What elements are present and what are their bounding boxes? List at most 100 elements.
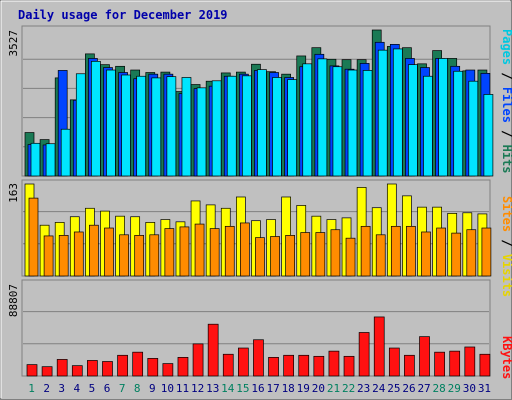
day-label-29: 29	[448, 382, 461, 395]
day-label-20: 20	[312, 382, 325, 395]
traffic-bar-pages-day-31	[483, 94, 494, 177]
volume-bar-kbytes-day-12	[192, 343, 204, 377]
volume-panel: 88807 KBytes	[7, 279, 512, 379]
traffic-bar-pages-day-18	[287, 79, 297, 177]
traffic-bar-pages-day-24	[377, 49, 388, 177]
visitors-bar-sites-day-18	[285, 235, 295, 277]
volume-bar-kbytes-day-23	[358, 332, 370, 377]
traffic-bar-pages-day-23	[362, 70, 373, 177]
visitors-bar-sites-day-19	[300, 232, 311, 277]
traffic-bar-pages-day-16	[257, 69, 267, 177]
volume-max-label: 88807	[7, 284, 20, 317]
day-label-1: 1	[28, 382, 35, 395]
visitors-bar-sites-day-27	[421, 231, 431, 277]
volume-bar-kbytes-day-10	[162, 363, 174, 377]
side-label-visits: Visits	[500, 254, 512, 297]
day-label-2: 2	[43, 382, 50, 395]
volume-bar-kbytes-day-8	[132, 351, 144, 377]
volume-bar-kbytes-day-14	[222, 353, 234, 377]
traffic-bar-pages-day-26	[408, 64, 418, 177]
traffic-bar-pages-day-22	[347, 69, 358, 177]
visitors-bar-sites-day-25	[390, 225, 401, 277]
volume-bars	[26, 316, 491, 377]
chart-title: Daily usage for December 2019	[18, 8, 228, 22]
day-label-14: 14	[221, 382, 235, 395]
traffic-bar-pages-day-8	[136, 75, 147, 177]
day-label-3: 3	[58, 382, 65, 395]
volume-bar-kbytes-day-27	[419, 336, 430, 377]
day-label-21: 21	[327, 382, 340, 395]
volume-bar-kbytes-day-24	[373, 316, 385, 377]
traffic-bar-pages-day-20	[317, 58, 328, 177]
volume-bar-kbytes-day-16	[253, 339, 264, 377]
volume-bar-kbytes-day-6	[102, 361, 113, 377]
day-label-24: 24	[372, 382, 386, 395]
traffic-bars	[24, 29, 494, 177]
visitors-bar-sites-day-30	[466, 229, 477, 277]
day-label-13: 13	[206, 382, 219, 395]
traffic-bar-pages-day-7	[121, 74, 131, 177]
traffic-bar-pages-day-14	[226, 75, 237, 177]
volume-bar-kbytes-day-7	[117, 354, 128, 377]
traffic-bar-pages-day-29	[453, 70, 464, 177]
day-label-30: 30	[463, 382, 476, 395]
visitors-bar-sites-day-4	[73, 231, 84, 277]
day-label-10: 10	[161, 382, 174, 395]
visitors-bar-sites-day-6	[104, 227, 114, 277]
traffic-bar-pages-day-12	[196, 87, 207, 177]
day-label-8: 8	[134, 382, 141, 395]
day-label-6: 6	[104, 382, 111, 395]
traffic-bar-pages-day-10	[166, 76, 177, 177]
volume-bar-kbytes-day-29	[449, 350, 461, 377]
volume-bar-kbytes-day-19	[298, 354, 310, 377]
traffic-side-label: Pages / Files / Hits	[500, 29, 512, 174]
side-label-hits: Hits	[500, 145, 512, 174]
volume-bar-kbytes-day-9	[147, 358, 159, 377]
volume-bar-kbytes-day-4	[71, 365, 83, 377]
day-label-27: 27	[417, 382, 430, 395]
volume-bar-kbytes-day-17	[268, 357, 279, 377]
visitors-bar-sites-day-31	[481, 227, 492, 277]
day-label-9: 9	[149, 382, 156, 395]
visitors-bar-sites-day-3	[58, 235, 69, 277]
visitors-bar-sites-day-10	[164, 228, 175, 277]
traffic-bar-pages-day-17	[272, 77, 282, 177]
visitors-bar-sites-day-8	[134, 235, 145, 277]
volume-bar-kbytes-day-21	[328, 350, 340, 377]
volume-bar-kbytes-day-5	[87, 360, 98, 377]
visitors-side-label: Sites / Visits	[500, 196, 512, 297]
visitors-bar-sites-day-17	[270, 236, 280, 277]
day-label-19: 19	[297, 382, 310, 395]
volume-bar-kbytes-day-3	[56, 359, 68, 377]
visitors-bar-sites-day-24	[375, 234, 386, 277]
visitors-bar-sites-day-16	[255, 237, 265, 277]
visitors-bar-sites-day-21	[330, 229, 341, 277]
day-label-26: 26	[402, 382, 415, 395]
day-label-5: 5	[89, 382, 96, 395]
visitors-bar-sites-day-22	[345, 237, 356, 277]
visitors-bar-sites-day-11	[179, 226, 190, 277]
volume-bar-kbytes-day-1	[26, 364, 38, 377]
day-label-28: 28	[433, 382, 446, 395]
visitors-bar-sites-day-9	[149, 234, 160, 277]
traffic-bar-pages-day-1	[30, 142, 41, 177]
visitors-bar-sites-day-7	[119, 234, 129, 277]
visitors-side-label-text: Sites / Visits	[500, 196, 512, 297]
side-label-files: Files	[500, 87, 512, 123]
traffic-bar-pages-day-28	[438, 58, 448, 177]
traffic-bar-pages-day-13	[211, 80, 222, 177]
volume-bar-kbytes-day-25	[388, 347, 400, 377]
volume-bar-kbytes-day-30	[464, 346, 476, 377]
visitors-max-label: 163	[7, 183, 20, 203]
volume-bar-kbytes-day-26	[404, 354, 415, 377]
traffic-bar-pages-day-9	[151, 77, 162, 177]
visitors-bar-sites-day-14	[224, 225, 235, 277]
visitors-panel: 163 Sites / Visits	[7, 179, 512, 297]
traffic-bar-pages-day-27	[423, 75, 433, 177]
volume-side-label: KBytes	[500, 336, 512, 379]
volume-bar-kbytes-day-15	[238, 347, 249, 377]
traffic-bar-pages-day-21	[332, 66, 343, 177]
day-label-18: 18	[282, 382, 295, 395]
visitors-bar-sites-day-5	[89, 224, 99, 277]
